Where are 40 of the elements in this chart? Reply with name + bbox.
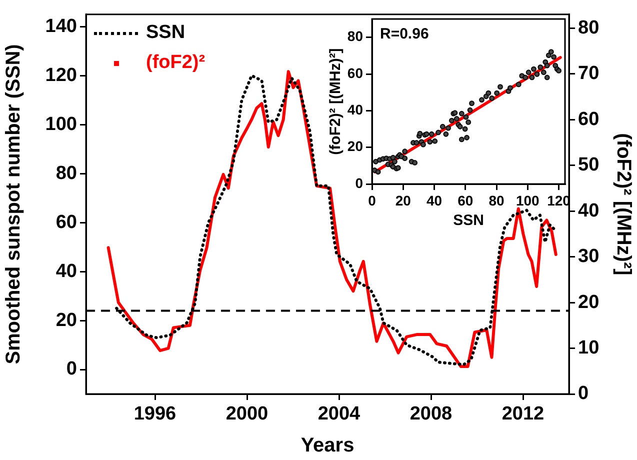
y-tick-label: 100 [45, 114, 77, 135]
y2-tick-label: 20 [578, 292, 600, 313]
x-tick-label: 1996 [134, 404, 176, 425]
x-tick-label: 2008 [410, 404, 452, 425]
y-tick-label: 60 [56, 212, 77, 233]
y2-tick-label: 80 [578, 17, 600, 38]
y2-tick-label: 60 [578, 108, 600, 130]
y-tick-label: 20 [56, 310, 77, 331]
x-axis-title: Years [300, 434, 354, 457]
x-tick-label: 2012 [502, 404, 544, 425]
x-tick-label: 2004 [318, 404, 361, 425]
x-tick-label: 2000 [226, 404, 268, 425]
y-tick-label: 40 [56, 260, 77, 282]
y-tick-label: 40 [347, 102, 364, 118]
y-tick-label: 60 [347, 64, 364, 81]
y2-tick-label: 10 [578, 338, 600, 358]
annotation: R=0.96 [380, 26, 429, 43]
legend-label: SSN [146, 22, 186, 44]
y-tick-label: 0 [355, 174, 364, 191]
y2-tick-label: 70 [578, 63, 600, 84]
y2-tick-label: 50 [578, 154, 600, 176]
x-axis-title: SSN [453, 212, 484, 230]
y-tick-label: 0 [66, 358, 77, 380]
y-axis-title: Smoothed sunspot number (SSN) [2, 44, 25, 364]
y2-tick-label: 0 [578, 383, 589, 404]
y2-tick-label: 30 [578, 246, 600, 268]
y-tick-label: 20 [347, 138, 364, 154]
y-tick-label: 140 [45, 16, 77, 37]
x-tick-label: 0 [368, 192, 376, 208]
y-tick-label: 80 [347, 28, 364, 44]
y-tick-label: 120 [45, 64, 77, 86]
y2-axis-title: (foF2)² [(MHz)²] [612, 133, 634, 276]
x-tick-label: 80 [488, 192, 505, 208]
x-tick-label: 20 [395, 192, 412, 208]
legend-label: (foF2)² [146, 52, 206, 74]
y-axis-title: (foF2)² [(MHz)²] [327, 48, 344, 155]
y-tick-label: 80 [56, 162, 77, 184]
x-tick-label: 60 [458, 192, 474, 208]
x-tick-label: 40 [426, 192, 442, 208]
x-tick-label: 100 [516, 192, 540, 208]
